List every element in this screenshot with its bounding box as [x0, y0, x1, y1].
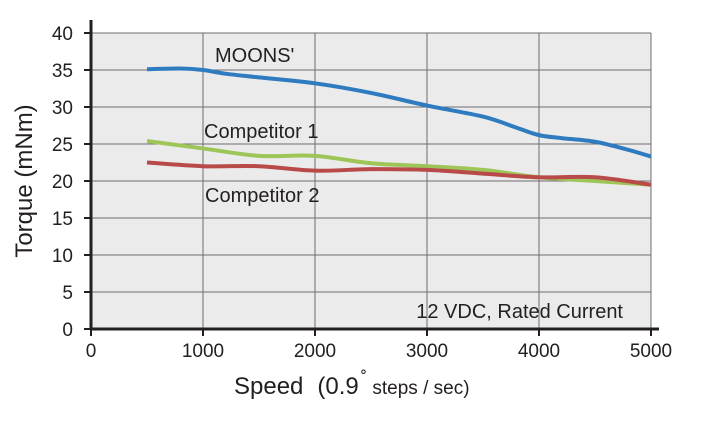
x-axis-title-paren: (0.9 — [317, 373, 358, 400]
x-axis-title: Speed (0.9 ˚ steps / sec) — [234, 369, 470, 400]
tick-label-y-35: 35 — [52, 61, 73, 82]
tick-label-x-2000: 2000 — [294, 341, 336, 362]
y-axis-title: Torque (mNm) — [11, 104, 38, 257]
tick-label-x-5000: 5000 — [630, 341, 672, 362]
tick-label-y-30: 30 — [52, 98, 73, 119]
series-label-competitor-2: Competitor 2 — [205, 185, 320, 207]
tick-label-y-15: 15 — [52, 209, 73, 230]
gridlines — [91, 32, 652, 329]
tick-label-x-4000: 4000 — [518, 341, 560, 362]
series-line-competitor-2 — [146, 160, 652, 187]
tick-labels: 0 5 10 15 20 25 30 35 40 0 1000 2000 3000 4000 5000 — [52, 24, 672, 362]
axes — [84, 20, 659, 336]
series-line-moons — [146, 66, 652, 159]
tick-label-y-5: 5 — [62, 283, 73, 304]
condition-annotation: 12 VDC, Rated Current — [416, 301, 623, 323]
x-axis-title-unit: steps / sec) — [367, 378, 469, 399]
series-lines — [146, 66, 652, 187]
series-line-competitor-1 — [146, 139, 652, 187]
tick-label-y-25: 25 — [52, 135, 73, 156]
tick-label-x-3000: 3000 — [406, 341, 448, 362]
tick-label-y-10: 10 — [52, 246, 73, 267]
x-axis-title-degree: ˚ — [361, 369, 367, 390]
tick-label-x-0: 0 — [86, 341, 97, 362]
series-label-moons: MOONS' — [215, 45, 294, 67]
series-label-competitor-1: Competitor 1 — [204, 121, 319, 143]
tick-label-x-1000: 1000 — [182, 341, 224, 362]
tick-label-y-0: 0 — [62, 320, 73, 341]
x-axis-title-main: Speed — [234, 373, 303, 400]
tick-label-y-40: 40 — [52, 24, 73, 45]
tick-label-y-20: 20 — [52, 172, 73, 193]
